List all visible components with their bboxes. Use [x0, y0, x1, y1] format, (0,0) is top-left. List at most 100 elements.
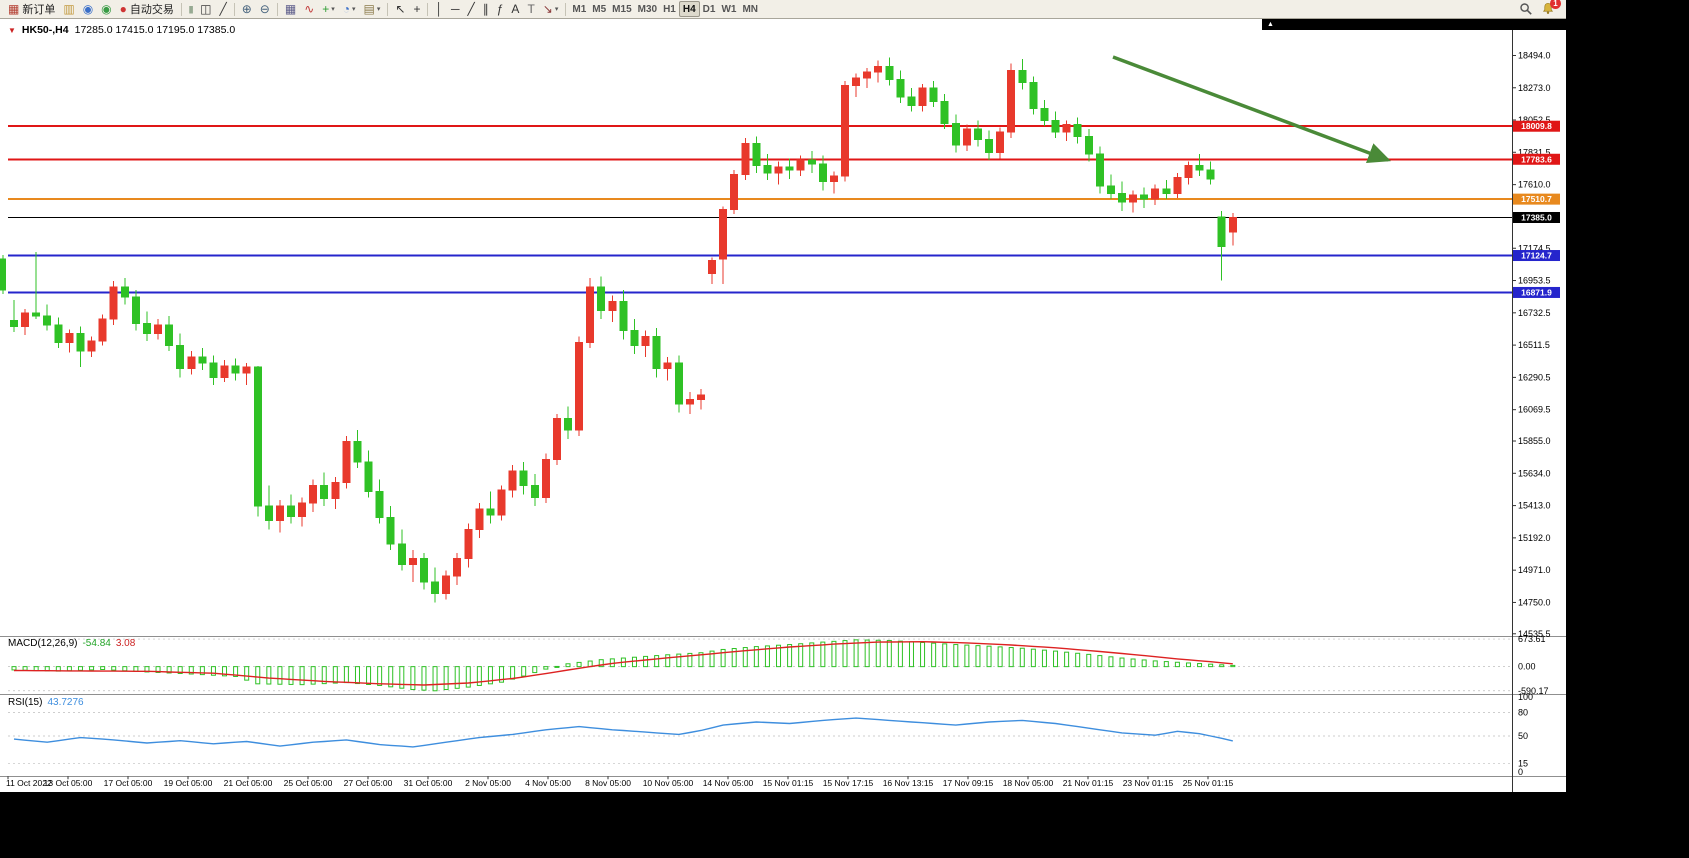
zoom-out-button[interactable]: ⊖ — [256, 1, 274, 18]
price-tick-label: 14971.0 — [1518, 565, 1551, 575]
price-level-badge — [1513, 193, 1560, 205]
candle — [1018, 70, 1027, 83]
macd-histogram-bar — [155, 666, 161, 673]
candle — [929, 87, 938, 102]
macd-histogram-bar — [1163, 661, 1169, 668]
vertical-line-button[interactable]: │ — [431, 1, 447, 18]
macd-histogram-bar — [1053, 650, 1059, 668]
candle — [76, 333, 85, 352]
macd-histogram-bar — [122, 666, 128, 672]
candle — [320, 485, 329, 500]
cursor-button[interactable]: ↖ — [391, 1, 409, 18]
channel-button[interactable]: ∥ — [479, 1, 493, 18]
candle — [43, 315, 52, 326]
candle — [1228, 216, 1237, 233]
candle — [962, 128, 971, 146]
profiles-button[interactable]: ◉ — [79, 1, 97, 18]
line-chart-type-button[interactable]: ╱ — [215, 1, 230, 18]
macd-histogram-bar — [764, 645, 770, 668]
text-label-button[interactable]: T — [523, 1, 538, 18]
templates-button[interactable]: ▤ ▾ — [360, 1, 385, 18]
candle — [220, 365, 229, 378]
caret-down-icon: ▾ — [554, 6, 559, 13]
indicators-button[interactable]: ∿ — [300, 1, 318, 18]
chart-canvas[interactable]: 18494.018273.018052.517831.517610.017389… — [0, 19, 1566, 792]
macd-histogram-bar — [731, 648, 737, 668]
timeframe-button-h1[interactable]: H1 — [663, 3, 676, 15]
chart-window[interactable]: 18494.018273.018052.517831.517610.017389… — [0, 19, 1566, 792]
time-label: 16 Nov 13:15 — [883, 778, 934, 788]
candle — [818, 163, 827, 183]
macd-histogram-bar — [299, 666, 305, 686]
candle — [1062, 124, 1071, 133]
chart-symbol-period: HK50-,H4 — [21, 24, 69, 36]
candle — [497, 489, 506, 516]
refresh-button[interactable]: ◉ — [97, 1, 115, 18]
search-button[interactable] — [1518, 1, 1534, 17]
tile-windows-icon: ▦ — [284, 1, 297, 16]
time-label: 15 Nov 01:15 — [763, 778, 814, 788]
macd-histogram-bar — [831, 640, 837, 668]
bar-chart-type-button[interactable]: ||| — [185, 1, 196, 18]
fibonacci-button[interactable]: ƒ — [493, 1, 508, 18]
charts-button[interactable]: ▥ — [59, 1, 78, 18]
timeframe-button-m5[interactable]: M5 — [592, 3, 607, 15]
candle — [829, 175, 838, 183]
macd-histogram-bar — [332, 666, 338, 684]
candlestick-type-button[interactable]: ◫ — [196, 1, 215, 18]
new-order-button[interactable]: ▦ 新订单 — [4, 1, 59, 18]
candle — [253, 366, 262, 507]
macd-histogram-bar — [908, 641, 914, 668]
macd-histogram-bar — [33, 666, 39, 672]
periods-button[interactable]: ◔ ▾ — [339, 1, 360, 18]
macd-histogram-bar — [432, 666, 438, 692]
candle — [98, 318, 107, 342]
candle — [397, 543, 406, 565]
add-indicator-button[interactable]: + ▾ — [318, 1, 339, 18]
trendline-button[interactable]: ╱ — [464, 1, 479, 18]
rsi-value: 43.7276 — [47, 697, 84, 708]
candle — [209, 362, 218, 378]
macd-histogram-bar — [443, 666, 449, 691]
indicators-icon: ∿ — [304, 1, 315, 16]
crosshair-button[interactable]: + — [409, 1, 424, 18]
price-axis-layer: 18494.018273.018052.517831.517610.017389… — [1512, 50, 1551, 777]
timeframe-button-m1[interactable]: M1 — [572, 3, 587, 15]
macd-histogram-bar — [521, 666, 527, 677]
timeframe-button-m30[interactable]: M30 — [637, 3, 658, 15]
timeframe-button-m15[interactable]: M15 — [612, 3, 632, 15]
macd-histogram-bar — [1030, 648, 1036, 668]
timeframe-button-mn[interactable]: MN — [742, 3, 759, 15]
alerts-button[interactable]: 1 — [1540, 0, 1561, 17]
macd-histogram-bar — [698, 652, 704, 668]
candle — [1140, 194, 1149, 200]
horizontal-line-button[interactable]: ─ — [447, 1, 464, 18]
macd-histogram-bar — [742, 647, 748, 668]
arrows-button[interactable]: ↘ ▾ — [539, 1, 563, 18]
candle — [408, 558, 417, 565]
tile-windows-button[interactable]: ▦ — [281, 1, 300, 18]
arrows-icon: ↘ — [542, 1, 553, 16]
candle — [54, 324, 63, 343]
macd-histogram-bar — [1008, 647, 1014, 668]
timeframe-button-w1[interactable]: W1 — [721, 3, 737, 15]
macd-axis-label: 673.61 — [1518, 634, 1546, 644]
macd-histogram-bar — [1019, 647, 1025, 668]
macd-indicator-label: MACD(12,26,9) -54.84 3.08 — [8, 638, 135, 649]
auto-trading-button[interactable]: ● 自动交易 — [116, 1, 178, 18]
timeframe-button-h4[interactable]: H4 — [678, 1, 700, 17]
macd-histogram-bar — [1152, 660, 1158, 668]
text-button[interactable]: A — [507, 1, 523, 18]
price-levels-layer — [8, 125, 1512, 294]
zoom-in-icon: ⊕ — [241, 1, 252, 16]
timeframe-button-d1[interactable]: D1 — [702, 3, 716, 15]
macd-histogram-bar — [454, 666, 460, 689]
macd-histogram-bar — [1086, 653, 1092, 668]
macd-histogram-bar — [321, 666, 327, 685]
macd-histogram-bar — [1230, 664, 1236, 668]
rsi-axis-label: 15 — [1518, 758, 1528, 768]
macd-histogram-bar — [510, 666, 516, 680]
candle — [940, 100, 949, 124]
candle — [730, 173, 739, 210]
zoom-in-button[interactable]: ⊕ — [238, 1, 256, 18]
